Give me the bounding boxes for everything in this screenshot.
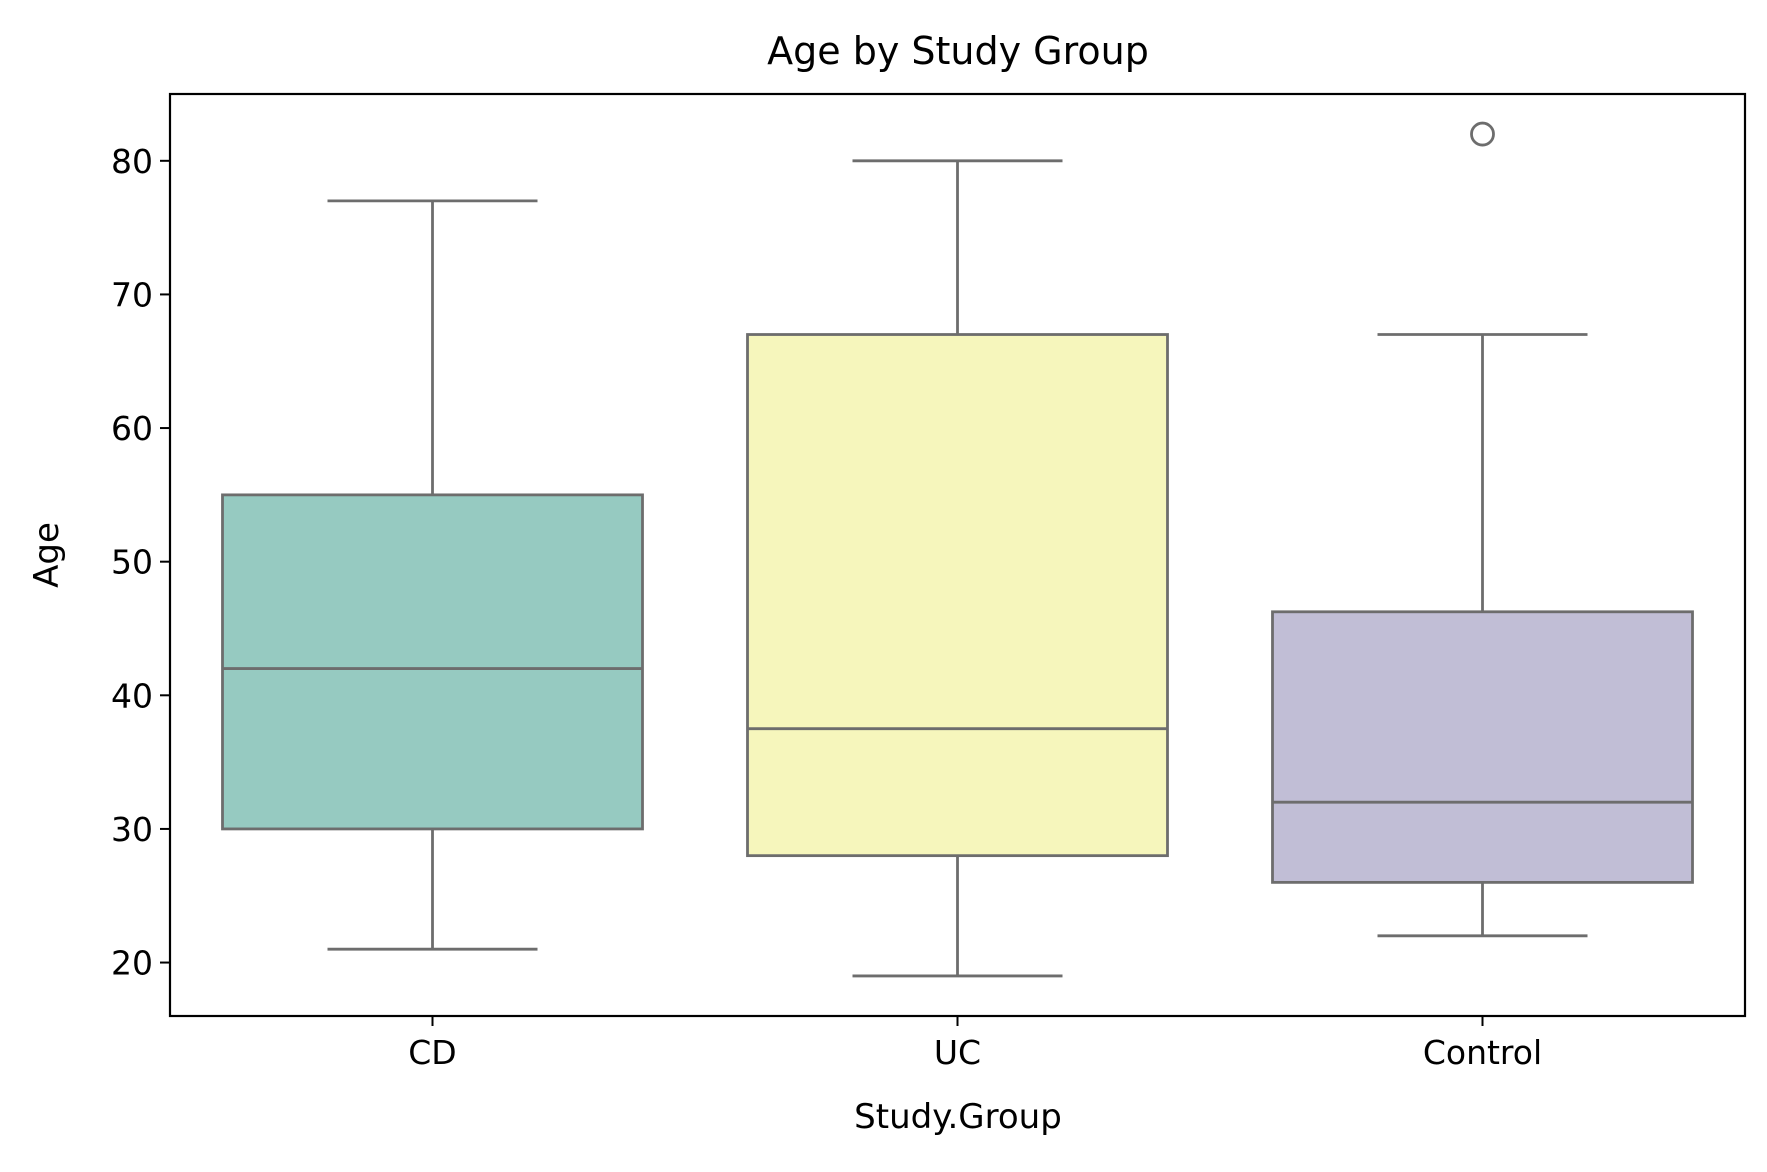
y-tick-label: 80 — [111, 142, 153, 181]
y-tick-label: 60 — [111, 409, 153, 448]
box-uc — [746, 333, 1169, 858]
y-axis-label: Age — [27, 522, 67, 588]
x-tick-label: UC — [934, 1033, 981, 1072]
y-tick-label: 30 — [111, 810, 153, 849]
x-tick-label: Control — [1423, 1033, 1542, 1072]
outlier-point — [1470, 121, 1495, 147]
y-tick-label: 70 — [111, 275, 153, 314]
y-tick-label: 50 — [111, 543, 153, 582]
plot-frame — [168, 92, 1747, 1018]
x-tick-label: CD — [408, 1033, 456, 1072]
y-tick-label: 40 — [111, 676, 153, 715]
plot-area: 20 30 40 50 60 70 80 CD UC Control — [111, 121, 1694, 1072]
box-control — [1271, 610, 1694, 884]
x-axis-label: Study.Group — [854, 1097, 1062, 1137]
y-tick-label: 20 — [111, 944, 153, 983]
chart-title: Age by Study Group — [767, 29, 1149, 73]
box-cd — [221, 493, 644, 831]
